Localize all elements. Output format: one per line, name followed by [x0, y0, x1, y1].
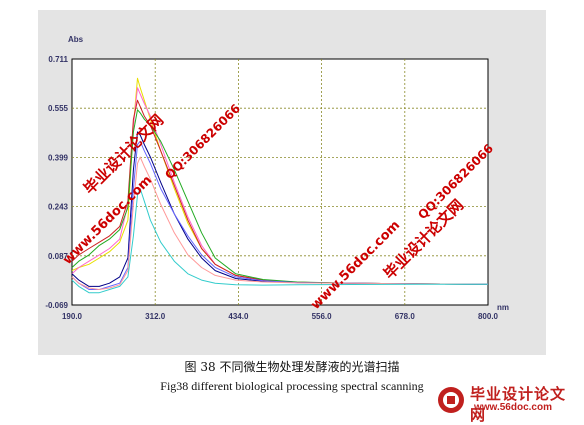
x-tick-label: 190.0	[62, 312, 83, 321]
figure-caption-chinese: 图 38 不同微生物处理发酵液的光谱扫描	[184, 360, 400, 374]
x-axis-label: nm	[497, 303, 509, 312]
grid-lines	[72, 59, 488, 305]
logo-url: www.56doc.com	[474, 402, 552, 413]
x-tick-labels: 190.0 312.0 434.0 556.0 678.0 800.0	[62, 312, 499, 321]
plot-area	[71, 58, 489, 306]
x-tick-label: 556.0	[312, 312, 333, 321]
figure-caption-english: Fig38 different biological processing sp…	[160, 379, 424, 393]
logo-text: 毕业设计论文网	[470, 385, 567, 424]
site-logo: 毕业设计论文网 www.56doc.com	[430, 383, 580, 424]
y-tick-label: 0.555	[48, 104, 69, 113]
series-line-6	[71, 140, 489, 290]
chart-panel: 0.711 0.555 0.399 0.243 0.087 -0.069 190.0 312…	[38, 10, 546, 355]
y-tick-labels: 0.711 0.555 0.399 0.243 0.087 -0.069	[45, 55, 68, 310]
y-tick-label: 0.711	[48, 55, 68, 64]
x-tick-label: 434.0	[228, 312, 249, 321]
logo-mark-icon	[438, 387, 464, 413]
series-lines	[71, 77, 489, 294]
series-line-8	[71, 188, 488, 294]
series-line-4	[71, 109, 489, 285]
x-tick-label: 312.0	[145, 312, 166, 321]
y-tick-label: 0.243	[48, 203, 69, 212]
y-tick-label: 0.087	[48, 252, 69, 261]
y-tick-label: -0.069	[45, 301, 68, 310]
x-tick-label: 800.0	[478, 312, 499, 321]
y-axis-label: Abs	[68, 35, 84, 44]
y-tick-label: 0.399	[48, 153, 69, 162]
series-line-7	[71, 156, 489, 290]
spectrum-chart: 0.711 0.555 0.399 0.243 0.087 -0.069 190.0 312…	[45, 35, 509, 321]
x-tick-label: 678.0	[395, 312, 416, 321]
